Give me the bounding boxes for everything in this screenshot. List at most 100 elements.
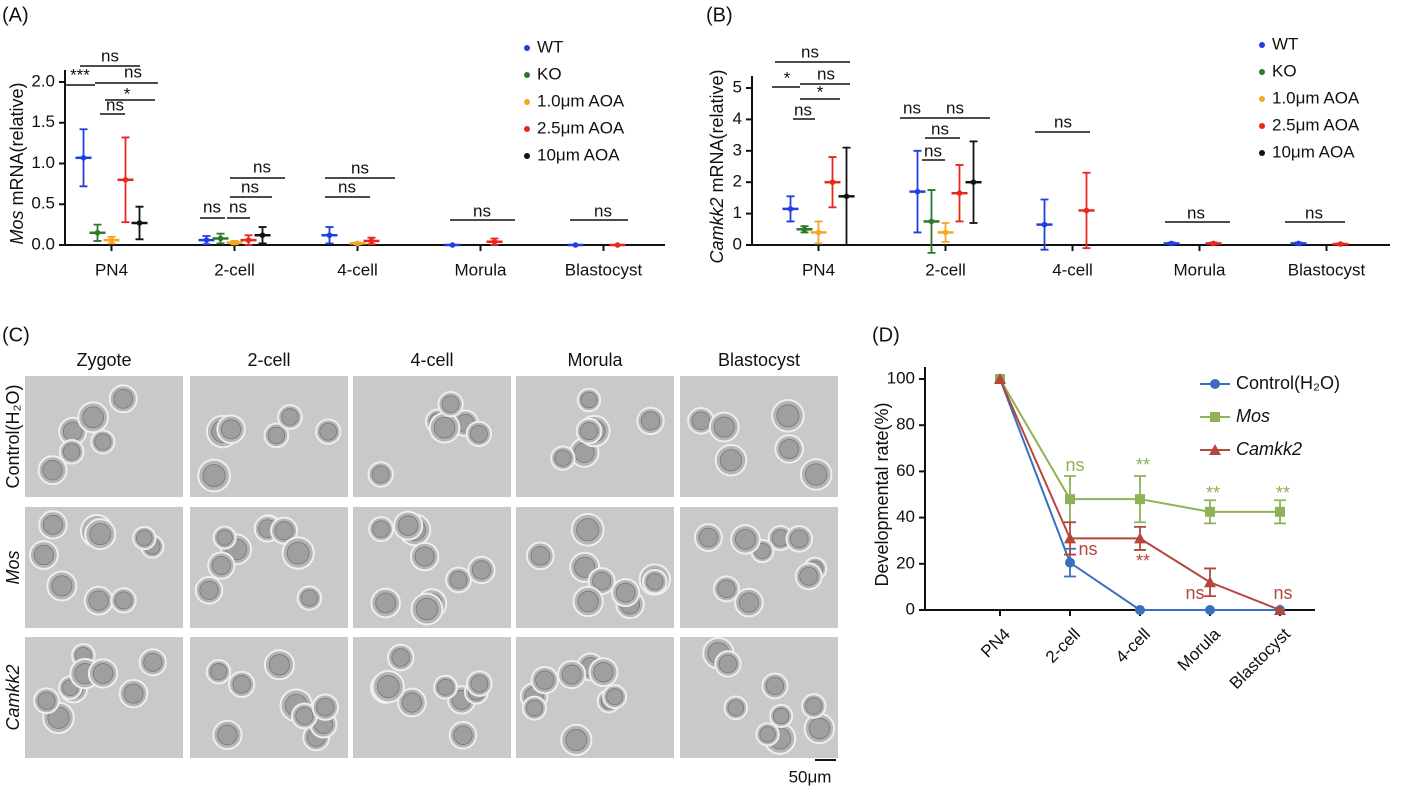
mean-dot [1337, 241, 1344, 247]
legend-label: Mos [1236, 406, 1270, 426]
column-label: Morula [567, 350, 623, 370]
sig-label: ns [351, 158, 369, 177]
cell-core [615, 582, 636, 603]
cell-core [765, 676, 785, 696]
point [1064, 532, 1076, 544]
sig-label: ns [253, 157, 271, 176]
panel-label: (A) [2, 4, 29, 26]
legend-label: KO [537, 64, 562, 83]
x-tick-label: PN4 [802, 260, 835, 279]
cell-core [574, 556, 596, 578]
mean-dot [970, 179, 977, 185]
legend-label: Control(H₂O) [1236, 373, 1340, 393]
mean-dot [108, 237, 115, 243]
cell-core [300, 589, 318, 607]
column-label: Zygote [76, 350, 131, 370]
column-label: 2-cell [247, 350, 290, 370]
sig-label: ns [1185, 583, 1204, 603]
point [1204, 576, 1216, 588]
legend-dot [524, 72, 530, 78]
mean-dot [245, 237, 252, 243]
point [1274, 604, 1286, 615]
sig-label: ** [1136, 455, 1150, 475]
cell-core [805, 463, 828, 486]
cell-core [371, 465, 390, 484]
sig-label: * [124, 84, 131, 103]
cell-core [530, 546, 551, 566]
legend-label: Camkk2 [1236, 439, 1302, 459]
point [1135, 605, 1145, 615]
y-tick-label: 0.0 [31, 234, 55, 253]
point [1135, 494, 1145, 505]
cell-core [232, 675, 251, 694]
sig-label: ns [931, 119, 949, 138]
mean-dot [942, 229, 949, 236]
mean-dot [787, 206, 794, 212]
cell-core [391, 648, 411, 667]
x-tick-label: 4-cell [337, 260, 378, 279]
cell-core [579, 422, 599, 441]
sig-label: ns [1054, 112, 1072, 131]
cell-core [114, 591, 133, 610]
mean-dot [1041, 221, 1048, 228]
sig-label: ns [1273, 583, 1292, 603]
cell-core [577, 590, 599, 613]
legend-dot [1259, 42, 1265, 48]
cell-core [808, 717, 831, 740]
cell-core [286, 541, 310, 565]
cell-core [143, 652, 163, 672]
cell-core [535, 670, 555, 690]
cell-core [113, 388, 134, 409]
y-axis-label: Developmental rate(%) [872, 402, 892, 586]
legend-label: 1.0μm AOA [1272, 88, 1360, 107]
sig-label: ns [903, 98, 921, 117]
cell-core [437, 678, 454, 696]
cell-core [738, 592, 759, 613]
y-tick-label: 1.0 [31, 153, 55, 172]
cell-core [295, 706, 314, 726]
cell-core [415, 597, 439, 621]
cell-core [92, 663, 114, 684]
mean-dot [217, 235, 224, 242]
x-tick-label: Blastocyst [1288, 260, 1366, 279]
cell-core [646, 572, 664, 591]
y-axis-text: mRNA(relative) [707, 69, 727, 192]
sig-label: ns [794, 100, 812, 119]
cell-core [217, 724, 238, 746]
sig-label: * [817, 82, 824, 101]
cell-core [136, 529, 153, 547]
mean-dot [1295, 240, 1302, 247]
sig-label: ** [1276, 483, 1290, 503]
cell-core [469, 424, 488, 443]
cell-core [89, 523, 112, 546]
panel-label: (C) [2, 324, 30, 346]
cell-core [779, 438, 800, 460]
mean-dot [203, 237, 210, 243]
cell-core [593, 662, 614, 683]
point [994, 373, 1006, 384]
cell-core [759, 726, 776, 743]
cell-core [123, 683, 144, 704]
legend-label: KO [1272, 61, 1297, 80]
sig-label: ns [801, 42, 819, 61]
cell-core [47, 706, 70, 729]
cell-core [199, 580, 219, 600]
point [1205, 605, 1215, 615]
cell-core [42, 460, 63, 481]
column-label: 4-cell [410, 350, 453, 370]
cell-core [735, 528, 756, 550]
y-tick-label: 3 [733, 140, 742, 159]
sig-label: ns [124, 62, 142, 81]
cell-core [576, 518, 600, 542]
x-tick-label: 4-cell [1112, 625, 1154, 667]
sig-label: ns [106, 95, 124, 114]
cell-core [281, 408, 299, 426]
mean-dot [829, 179, 836, 185]
cell-core [42, 514, 63, 535]
x-tick-label: 4-cell [1052, 260, 1093, 279]
point [1205, 506, 1215, 517]
cell-core [216, 529, 233, 546]
y-axis-text: Developmental rate(%) [872, 402, 892, 586]
mean-dot [94, 229, 101, 236]
y-tick-label: 5 [733, 77, 742, 96]
